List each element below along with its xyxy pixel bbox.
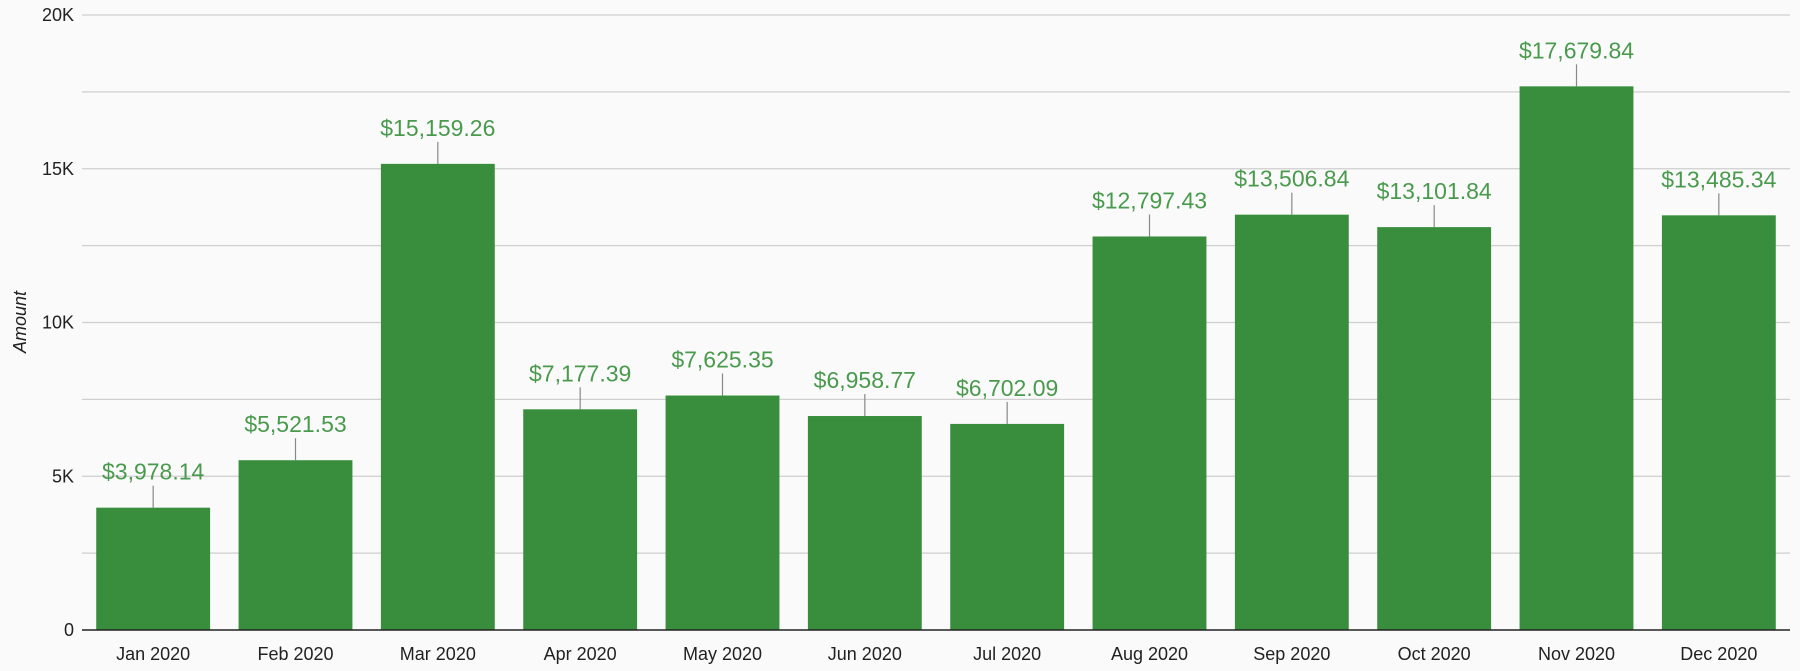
x-tick-label: Oct 2020 bbox=[1398, 644, 1471, 664]
bar-group: $15,159.26 bbox=[380, 115, 495, 630]
data-label: $15,159.26 bbox=[380, 115, 495, 141]
x-tick-label: Aug 2020 bbox=[1111, 644, 1188, 664]
y-tick-label: 10K bbox=[42, 313, 74, 333]
bars: $3,978.14 $5,521.53 $15,159.26 $7,177.39 $7,… bbox=[96, 37, 1777, 631]
gridlines bbox=[82, 14, 1790, 554]
x-tick-label: May 2020 bbox=[683, 644, 762, 664]
data-label: $5,521.53 bbox=[244, 411, 346, 437]
bar[interactable] bbox=[665, 395, 780, 630]
bar[interactable] bbox=[1661, 215, 1776, 630]
bar-group: $17,679.84 bbox=[1519, 37, 1634, 631]
x-tick-label: Sep 2020 bbox=[1253, 644, 1330, 664]
bar-group: $6,702.09 bbox=[950, 375, 1065, 630]
bar[interactable] bbox=[807, 416, 922, 630]
y-tick-label: 15K bbox=[42, 159, 74, 179]
x-tick-label: Jul 2020 bbox=[973, 644, 1041, 664]
bar[interactable] bbox=[96, 507, 211, 630]
data-label: $7,625.35 bbox=[671, 347, 773, 373]
bar-group: $13,485.34 bbox=[1661, 166, 1777, 630]
y-axis-title: Amount bbox=[10, 290, 30, 354]
bar[interactable] bbox=[1377, 227, 1492, 631]
y-tick-label: 5K bbox=[52, 466, 74, 486]
bar[interactable] bbox=[523, 409, 638, 630]
bar-group: $5,521.53 bbox=[238, 411, 353, 630]
y-axis: 0 5K 10K 15K 20K bbox=[42, 5, 74, 640]
bar-group: $12,797.43 bbox=[1092, 187, 1207, 630]
data-label: $13,485.34 bbox=[1661, 166, 1776, 192]
bar[interactable] bbox=[238, 460, 353, 630]
bar[interactable] bbox=[380, 163, 495, 630]
bar-group: $6,958.77 bbox=[807, 367, 922, 630]
x-tick-label: Apr 2020 bbox=[544, 644, 617, 664]
bar[interactable] bbox=[1092, 236, 1207, 630]
bar-group: $7,625.35 bbox=[665, 347, 780, 630]
x-tick-label: Dec 2020 bbox=[1680, 644, 1757, 664]
data-label: $6,958.77 bbox=[814, 367, 916, 393]
data-label: $17,679.84 bbox=[1519, 37, 1634, 63]
data-label: $6,702.09 bbox=[956, 375, 1058, 401]
x-tick-label: Mar 2020 bbox=[400, 644, 476, 664]
x-tick-label: Nov 2020 bbox=[1538, 644, 1615, 664]
x-tick-label: Feb 2020 bbox=[257, 644, 333, 664]
bar[interactable] bbox=[1519, 86, 1634, 631]
y-tick-label: 20K bbox=[42, 5, 74, 25]
bar-group: $7,177.39 bbox=[523, 360, 638, 630]
data-label: $13,101.84 bbox=[1377, 178, 1492, 204]
data-label: $3,978.14 bbox=[102, 459, 205, 485]
bar[interactable] bbox=[950, 423, 1065, 630]
bar-group: $3,978.14 bbox=[96, 459, 211, 630]
bar-group: $13,101.84 bbox=[1377, 178, 1492, 631]
x-axis: Jan 2020 Feb 2020 Mar 2020 Apr 2020 May 2020… bbox=[116, 644, 1757, 664]
data-label: $13,506.84 bbox=[1234, 166, 1349, 192]
data-label: $7,177.39 bbox=[529, 360, 631, 386]
y-tick-label: 0 bbox=[64, 620, 74, 640]
x-tick-label: Jun 2020 bbox=[828, 644, 902, 664]
x-tick-label: Jan 2020 bbox=[116, 644, 190, 664]
bar[interactable] bbox=[1234, 214, 1349, 630]
bar-group: $13,506.84 bbox=[1234, 166, 1350, 630]
data-label: $12,797.43 bbox=[1092, 187, 1207, 213]
